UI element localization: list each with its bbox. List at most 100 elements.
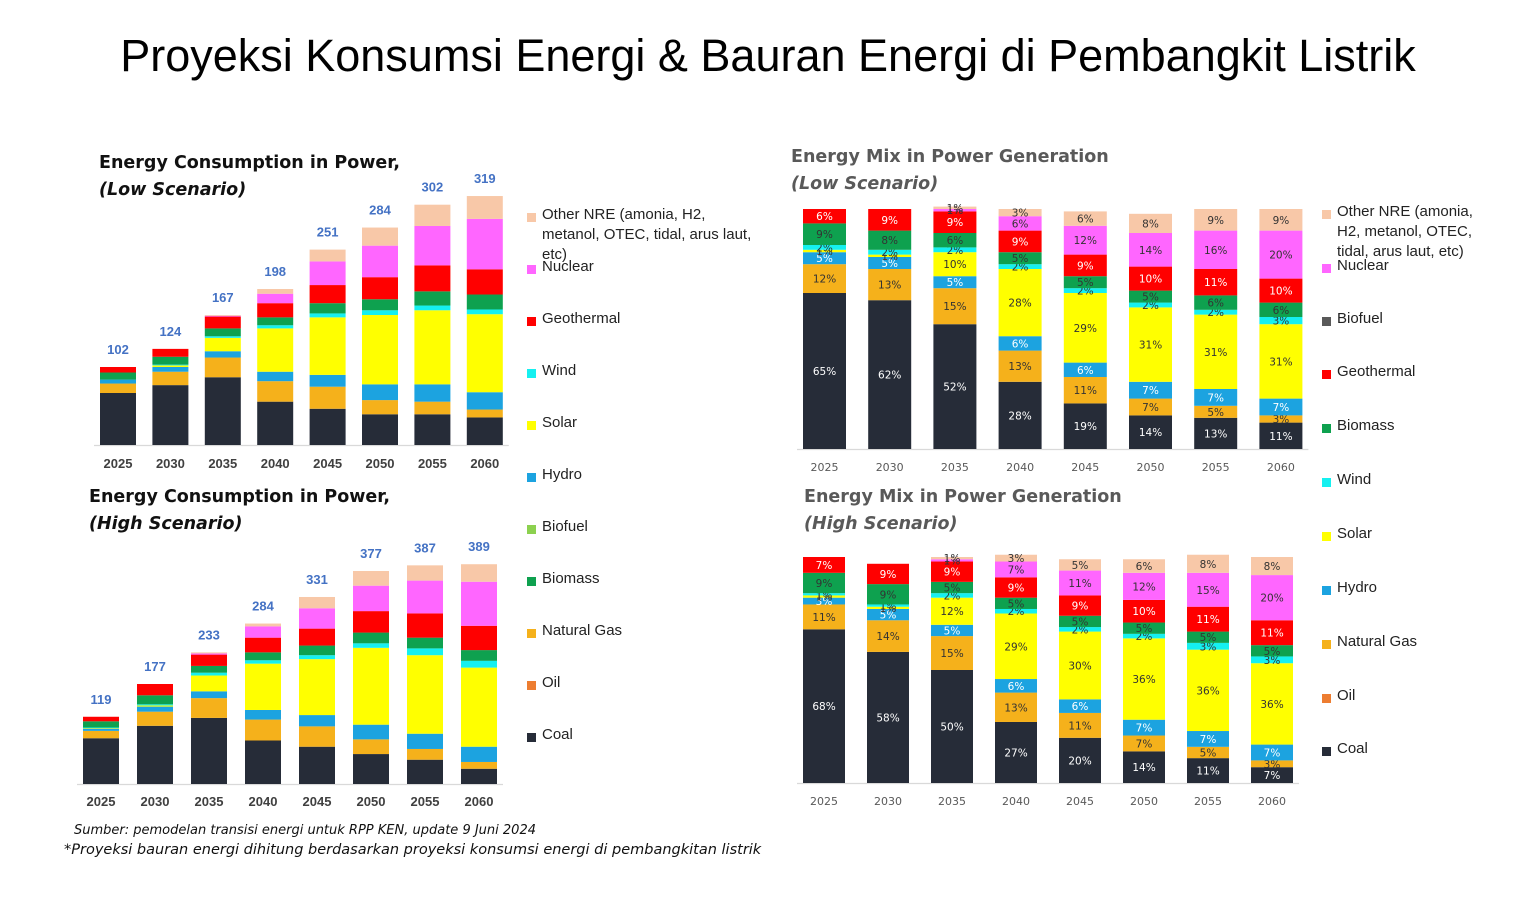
consumption-low-bar-biomass-2055 [414,291,451,306]
mix-low-bar-coal-2025 [803,293,846,449]
legend-label: Other NRE (amonia, H2, metanol, OTEC, ti… [1337,203,1473,260]
mix-high-bar-solar-2040 [995,613,1037,680]
mix-high-tick-2025: 2025 [810,795,838,808]
consumption-low-bar-wind-2035 [204,336,241,338]
consumption-low-tick-2050: 2050 [366,456,395,471]
mix-high-bar-solar-2025 [803,595,845,598]
legend-label: Solar [542,414,578,431]
consumption-low-bar-coal-2055 [414,414,451,445]
mix-high-label-wind-2045: 2% [1072,624,1089,636]
mix-high-bar-geothermal-2030 [867,563,909,585]
mix-high-label-solar-2050: 36% [1132,674,1155,686]
consumption-high-bar-coal-2045 [299,746,335,784]
consumption-low-bar-coal-2040 [257,401,294,445]
mix-low-label-natural-gas-2025: 12% [813,274,836,286]
consumption-high-bar-hydro-2035 [191,691,227,699]
consumption-high-tick-2050: 2050 [357,794,386,809]
mix-low-label-solar-2060: 31% [1269,356,1292,368]
mix-low-label-coal-2050: 14% [1139,427,1162,439]
consumption-high-bar-geothermal-2025 [83,716,119,722]
mix-high-label-geothermal-2030: 9% [880,569,897,581]
mix-low-label-hydro-2055: 7% [1207,392,1224,404]
mix-low-bar-solar-2035 [933,252,977,277]
mix-high-tick-2035: 2035 [938,795,966,808]
consumption-high-total-2025: 119 [91,692,112,707]
consumption-high-bar-nuclear-2045 [299,608,335,629]
legend-label: Other NRE (amonia, H2, metanol, OTEC, ti… [542,206,752,263]
mix-low-bar-biomass-2050 [1129,290,1172,303]
mix-high-bar-wind-2030 [867,604,909,607]
consumption-low-bar-natural-gas-2040 [257,381,294,402]
mix-high-bar-nuclear-2035 [931,559,973,562]
consumption-high-title-line1: Energy Consumption in Power, [89,487,390,507]
consumption-low-bar-geothermal-2030 [152,348,189,357]
consumption-high-bar-wind-2045 [299,655,335,660]
mix-low-bar-geothermal-2040 [998,230,1042,253]
mix-high-bar-biomass-2035 [931,581,973,594]
consumption-high-bar-geothermal-2050 [353,611,389,633]
mix-low-label-nuclear-2050: 14% [1139,245,1162,257]
mix-high-label-biomass-2030: 9% [880,589,897,601]
mix-low-bar-biomass-2055 [1194,295,1238,310]
mix-high-bar-biomass-2060 [1251,645,1293,657]
mix-low-tick-2040: 2040 [1006,461,1034,474]
consumption-low-bar-hydro-2025 [100,379,136,384]
mix-low-label-natural-gas-2035: 15% [943,301,966,313]
legend-swatch [527,733,536,742]
mix-low-bar-solar-2040 [998,269,1042,337]
legend-swatch [527,369,536,378]
consumption-low-bar-geothermal-2040 [257,303,294,318]
consumption-low-bar-coal-2045 [309,408,346,445]
consumption-high-tick-2040: 2040 [249,794,278,809]
legend-label: Natural Gas [1337,633,1418,650]
mix-high-bar-hydro-2050 [1123,719,1165,736]
mix-low-bar-wind-2030 [868,249,912,255]
mix-low-label-biomass-2060: 6% [1273,305,1290,317]
legend-label: Coal [1337,740,1368,757]
mix-high-bar-hydro-2025 [803,597,845,605]
mix-low-label-wind-2060: 3% [1273,316,1290,328]
consumption-low-bar-nuclear-2045 [309,261,346,286]
consumption-high-bar-solar-2030 [137,705,173,707]
mix-low-bar-nuclear-2035 [933,209,977,212]
legend-label: Hydro [542,466,583,483]
mix-high-label-other-nre-2055: 8% [1200,559,1217,571]
mix-low-label-other-nre-2045: 6% [1077,214,1094,226]
mix-high-label-geothermal-2025: 7% [816,560,833,572]
mix-high-label-nuclear-2055: 15% [1196,585,1219,597]
mix-high-bar-nuclear-2050 [1123,572,1165,600]
mix-low-label-natural-gas-2055: 5% [1207,407,1224,419]
mix-low-bar-wind-2035 [933,247,977,253]
legend-label: Solar [1337,525,1373,542]
mix-high-bar-other-nre-2045 [1059,559,1101,571]
mix-high-bar-hydro-2045 [1059,699,1101,713]
consumption-high-bar-coal-2030 [137,725,173,784]
consumption-low-bar-coal-2030 [152,385,189,445]
mix-high-label-solar-2035: 12% [940,606,963,618]
mix-low-bar-natural-gas-2030 [868,269,912,301]
mix-low-bar-coal-2030 [868,300,912,449]
mix-low-bar-wind-2050 [1129,302,1172,308]
consumption-high-bar-biomass-2030 [137,695,173,705]
mix-low-tick-2035: 2035 [941,461,969,474]
mix-low-bar-hydro-2045 [1063,362,1107,377]
consumption-low-bar-biomass-2025 [100,372,136,380]
legend-swatch [1322,747,1331,756]
mix-high-tick-2030: 2030 [874,795,902,808]
consumption-high-tick-2045: 2045 [303,794,332,809]
consumption-low-bar-hydro-2060 [466,392,503,410]
mix-low-bar-solar-2060 [1259,324,1303,399]
mix-low-chart: 65%12%5%1%2%9%6%202562%13%5%1%2%8%9%2030… [797,203,1309,474]
mix-high-label-nuclear-2045: 11% [1068,578,1091,590]
consumption-low-bar-wind-2055 [414,305,451,311]
mix-low-bar-wind-2060 [1259,317,1303,325]
mix-low-bar-hydro-2025 [803,252,846,265]
mix-high-label-wind-2040: 2% [1008,606,1025,618]
consumption-high-bar-biomass-2035 [191,665,227,673]
consumption-low-bar-wind-2045 [309,313,346,318]
mix-high-tick-2055: 2055 [1194,795,1222,808]
consumption-low-bar-biomass-2045 [309,303,346,314]
mix-low-bar-biomass-2040 [998,252,1042,265]
consumption-low-bar-solar-2045 [309,317,346,375]
mix-low-title-line1: Energy Mix in Power Generation [791,147,1109,167]
